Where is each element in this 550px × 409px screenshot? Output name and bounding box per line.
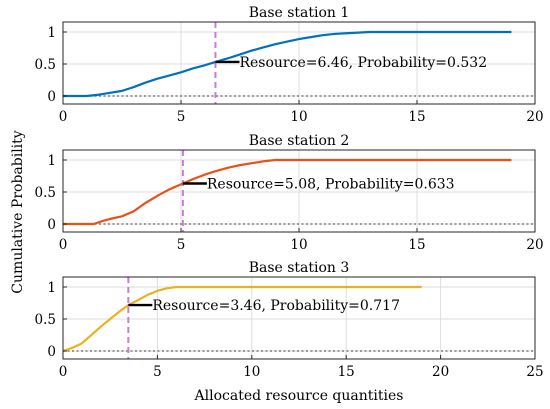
- y-tick-label: 0: [47, 217, 56, 233]
- x-tick-label: 10: [290, 109, 307, 125]
- x-tick-label: 25: [526, 364, 543, 380]
- y-tick-label: 0.5: [35, 312, 56, 328]
- y-axis-label: Cumulative Probability: [10, 130, 26, 293]
- x-tick-label: 5: [177, 109, 186, 125]
- x-tick-label: 15: [338, 364, 355, 380]
- cdf-series-line: [63, 30, 512, 98]
- x-tick-label: 15: [408, 237, 425, 253]
- x-tick-label: 20: [526, 109, 543, 125]
- x-tick-label: 20: [526, 237, 543, 253]
- x-tick-label: 10: [290, 237, 307, 253]
- axes-box: [62, 276, 536, 360]
- subplot-3: 0 5 10 15 20 25 0 0.5 1 Base station 3 Resource=3.…: [35, 260, 544, 380]
- cdf-series-line: [62, 285, 422, 353]
- y-tick-label: 0: [47, 89, 56, 105]
- cdf-series-line: [63, 158, 512, 226]
- x-tick-label: 0: [59, 237, 68, 253]
- x-tick-label: 20: [432, 364, 449, 380]
- y-tick-label: 1: [47, 280, 56, 296]
- x-axis-label: Allocated resource quantities: [194, 388, 404, 404]
- x-tick-label: 15: [408, 109, 425, 125]
- annotation-label: Resource=6.46, Probability=0.532: [239, 55, 487, 71]
- x-tick-label: 5: [153, 364, 162, 380]
- y-tick-label: 0: [47, 344, 56, 360]
- y-tick-label: 1: [47, 153, 56, 169]
- x-tick-label: 0: [59, 364, 68, 380]
- subplot-1: 0 5 10 15 20 0 0.5 1 Base station 1 Resource=6.46…: [35, 5, 544, 125]
- subplot-2: 0 5 10 15 20 0 0.5 1 Base station 2 Resource=5.08…: [35, 133, 544, 253]
- y-tick-label: 0.5: [35, 57, 56, 73]
- subplot-title: Base station 2: [249, 133, 350, 149]
- annotation-label: Resource=3.46, Probability=0.717: [152, 298, 400, 314]
- x-tick-label: 0: [59, 109, 68, 125]
- x-tick-label: 5: [177, 237, 186, 253]
- annotation-label: Resource=5.08, Probability=0.633: [207, 176, 455, 192]
- x-tick-label: 10: [243, 364, 260, 380]
- subplot-title: Base station 1: [249, 5, 350, 21]
- subplot-title: Base station 3: [249, 260, 350, 276]
- y-tick-label: 0.5: [35, 185, 56, 201]
- y-tick-label: 1: [47, 25, 56, 41]
